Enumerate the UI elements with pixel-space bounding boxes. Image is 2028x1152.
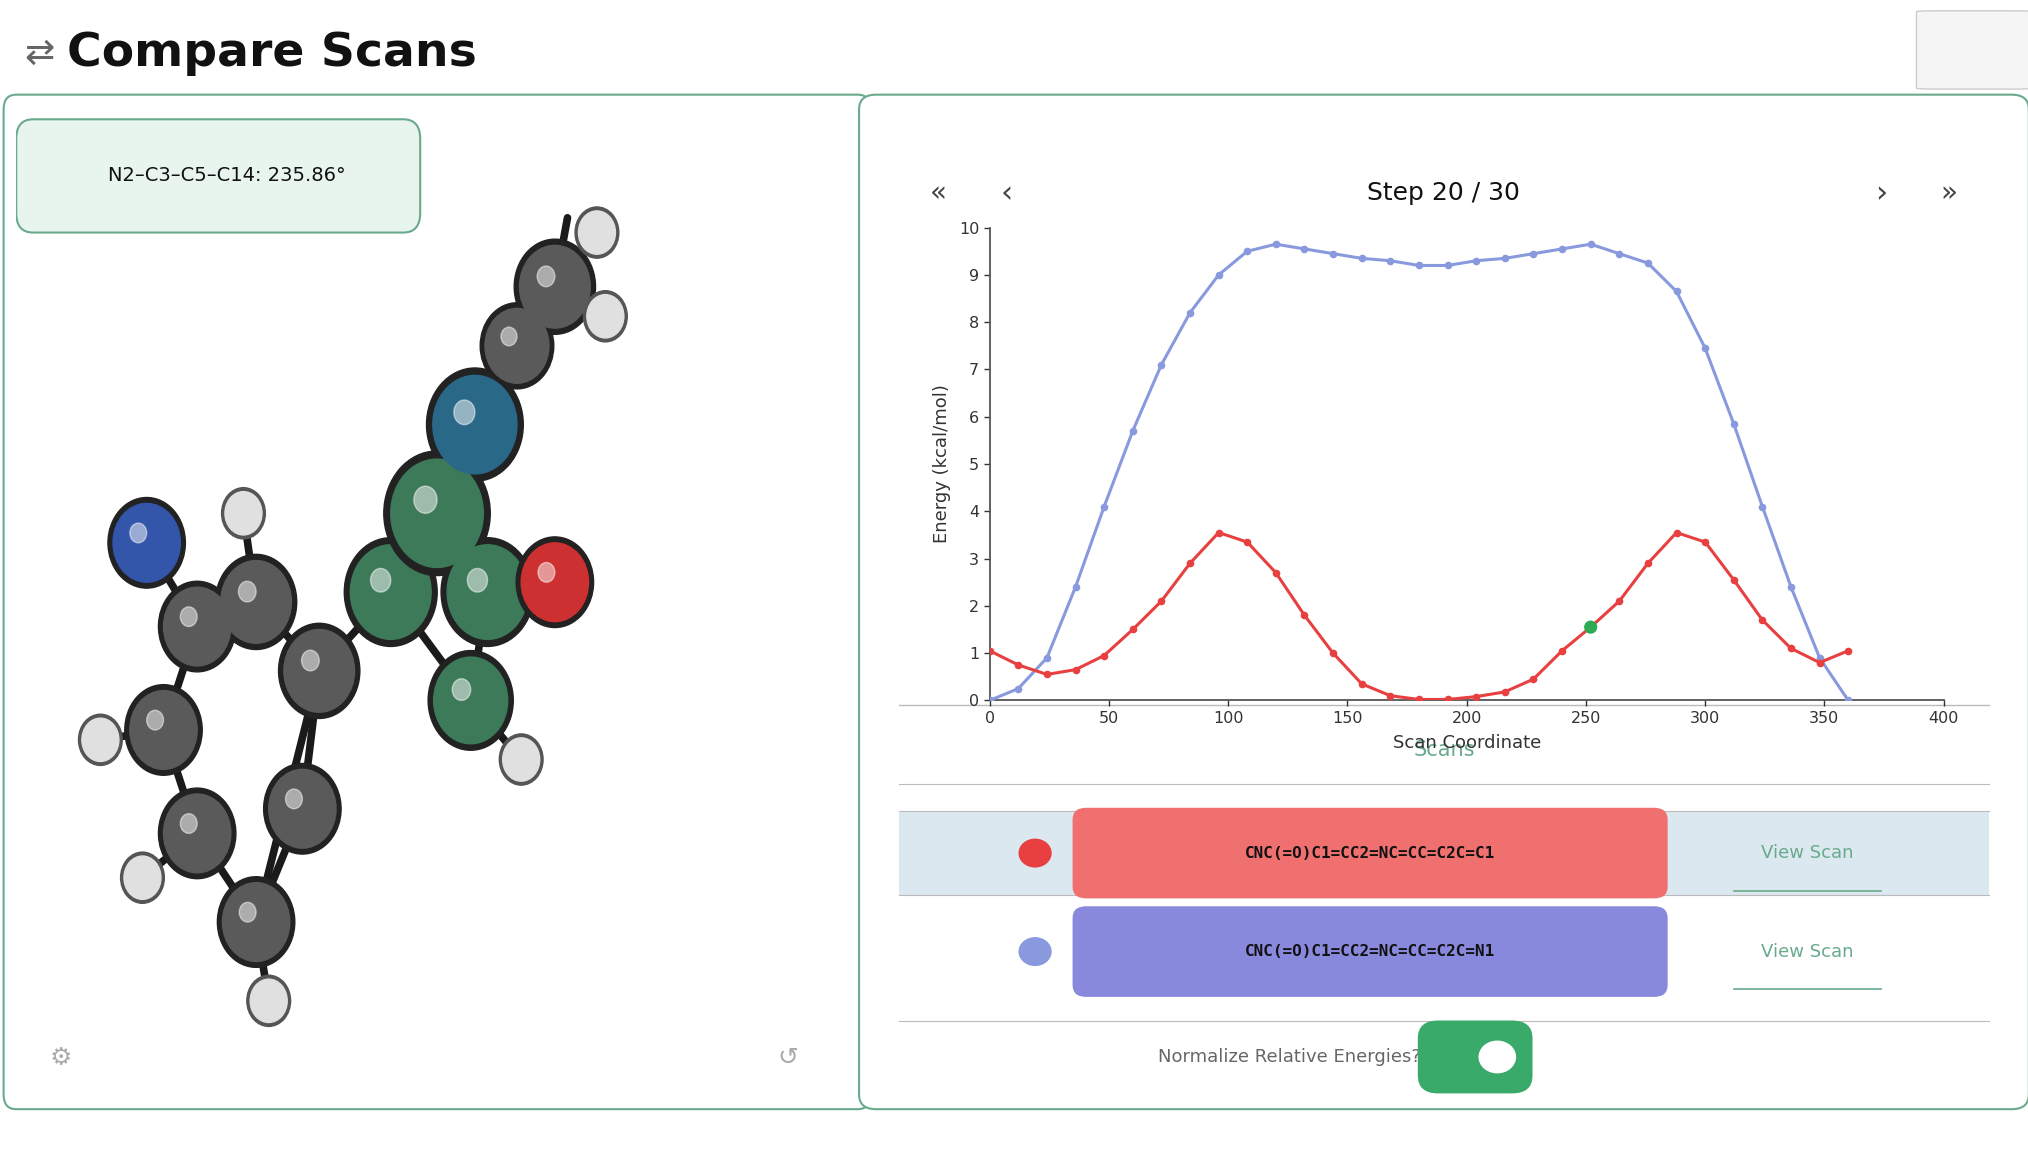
Circle shape — [426, 367, 523, 482]
Circle shape — [225, 492, 262, 535]
FancyBboxPatch shape — [4, 94, 870, 1109]
Circle shape — [239, 902, 256, 922]
Text: »: » — [1941, 180, 1957, 207]
Circle shape — [371, 568, 391, 592]
Circle shape — [515, 240, 596, 334]
Text: ↺: ↺ — [779, 1046, 799, 1070]
Circle shape — [501, 327, 517, 346]
Circle shape — [432, 376, 517, 473]
Text: Scans: Scans — [1414, 740, 1474, 759]
Text: ↺: ↺ — [1965, 37, 1985, 61]
Circle shape — [247, 976, 290, 1026]
Text: Normalize Relative Energies?: Normalize Relative Energies? — [1158, 1048, 1422, 1066]
Circle shape — [584, 290, 627, 342]
Circle shape — [485, 309, 550, 384]
FancyBboxPatch shape — [1073, 808, 1667, 899]
Circle shape — [221, 561, 292, 643]
Circle shape — [215, 554, 296, 650]
Text: CNC(=O)C1=CC2=NC=CC=C2C=N1: CNC(=O)C1=CC2=NC=CC=C2C=N1 — [1245, 945, 1495, 960]
Text: View Scan: View Scan — [1760, 942, 1854, 961]
FancyBboxPatch shape — [1418, 1021, 1533, 1093]
Circle shape — [383, 450, 491, 576]
X-axis label: Scan Coordinate: Scan Coordinate — [1393, 734, 1541, 752]
Circle shape — [434, 657, 507, 744]
FancyBboxPatch shape — [1916, 10, 2028, 89]
Circle shape — [107, 498, 185, 589]
Point — [1574, 617, 1606, 636]
Circle shape — [537, 562, 556, 582]
Circle shape — [1020, 840, 1051, 866]
Circle shape — [537, 266, 556, 287]
Circle shape — [124, 856, 160, 900]
Text: ›: › — [1876, 179, 1888, 207]
Circle shape — [264, 764, 341, 854]
Circle shape — [81, 718, 120, 761]
Circle shape — [268, 770, 337, 848]
Circle shape — [120, 852, 164, 903]
Circle shape — [519, 245, 590, 328]
Circle shape — [221, 487, 266, 539]
Circle shape — [481, 303, 554, 389]
Circle shape — [454, 400, 475, 425]
Text: ‹: ‹ — [1000, 179, 1012, 207]
FancyBboxPatch shape — [860, 94, 2028, 1109]
Circle shape — [180, 607, 197, 627]
Circle shape — [578, 211, 614, 255]
Text: ⚙: ⚙ — [51, 1046, 73, 1070]
Circle shape — [1020, 938, 1051, 965]
Circle shape — [345, 538, 438, 646]
Text: Step 20 / 30: Step 20 / 30 — [1367, 181, 1521, 205]
Circle shape — [223, 882, 290, 962]
Circle shape — [428, 651, 513, 750]
Text: ⇄: ⇄ — [24, 37, 55, 71]
FancyBboxPatch shape — [1073, 907, 1667, 996]
Circle shape — [278, 623, 359, 719]
Circle shape — [286, 789, 302, 809]
Circle shape — [130, 523, 146, 543]
Circle shape — [586, 295, 625, 338]
FancyBboxPatch shape — [898, 811, 1989, 895]
Circle shape — [517, 537, 594, 628]
Circle shape — [351, 545, 432, 639]
Circle shape — [1478, 1041, 1515, 1073]
Circle shape — [414, 486, 436, 514]
Circle shape — [146, 711, 164, 730]
Circle shape — [576, 207, 619, 258]
Text: N2–C3–C5–C14: 235.86°: N2–C3–C5–C14: 235.86° — [107, 166, 345, 185]
Circle shape — [164, 794, 231, 873]
Text: View Scan: View Scan — [1760, 844, 1854, 862]
Circle shape — [440, 538, 533, 646]
Text: CNC(=O)C1=CC2=NC=CC=C2C=C1: CNC(=O)C1=CC2=NC=CC=C2C=C1 — [1245, 846, 1495, 861]
Circle shape — [164, 588, 231, 666]
Circle shape — [158, 788, 235, 879]
Circle shape — [126, 684, 203, 775]
Circle shape — [466, 568, 487, 592]
Circle shape — [239, 582, 256, 602]
Circle shape — [452, 679, 470, 700]
Circle shape — [130, 690, 197, 770]
Circle shape — [217, 877, 294, 968]
FancyBboxPatch shape — [16, 120, 420, 233]
Circle shape — [79, 714, 122, 765]
Circle shape — [446, 545, 527, 639]
Circle shape — [391, 460, 483, 568]
Circle shape — [158, 582, 235, 672]
Circle shape — [499, 734, 544, 786]
Circle shape — [249, 979, 288, 1023]
Circle shape — [284, 629, 355, 712]
Circle shape — [114, 503, 180, 582]
Y-axis label: Energy (kcal/mol): Energy (kcal/mol) — [933, 385, 951, 544]
Circle shape — [503, 737, 539, 781]
Circle shape — [180, 813, 197, 833]
Circle shape — [521, 543, 588, 622]
Text: Compare Scans: Compare Scans — [67, 31, 477, 76]
Circle shape — [302, 650, 318, 670]
Text: «: « — [931, 180, 947, 207]
